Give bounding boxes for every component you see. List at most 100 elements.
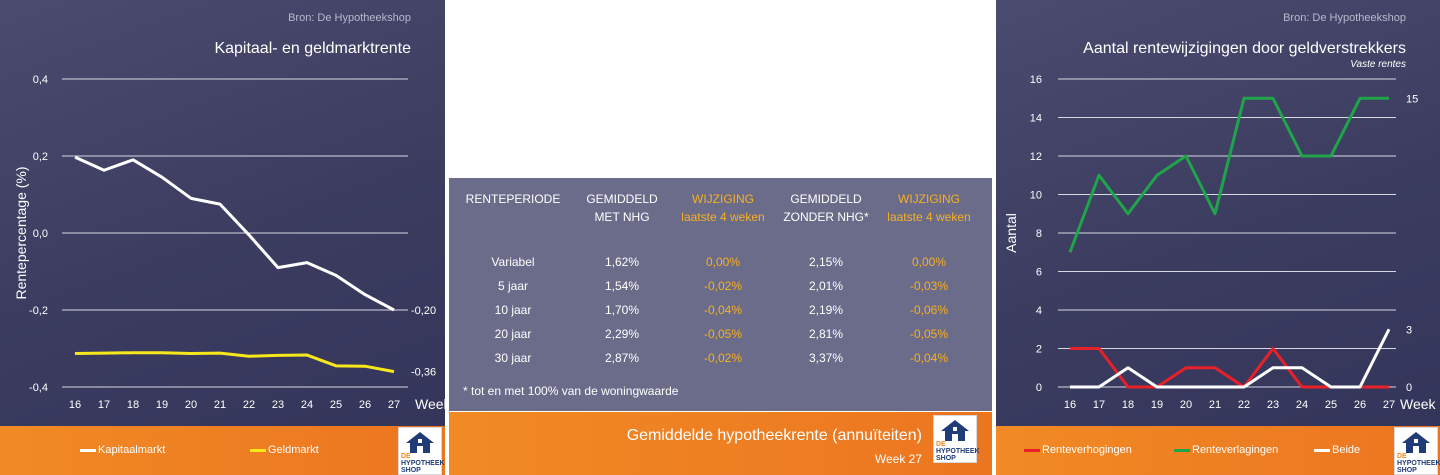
series-line-kapitaalmarkt [74,155,395,312]
table-cell: 10 jaar [494,303,532,317]
logo-text: DE HYPOTHEEK SHOP [1397,453,1440,474]
table-cell: 30 jaar [494,351,532,365]
right-chart-panel: Bron: De Hypotheekshop Aantal rentewijzi… [996,0,1440,475]
x-tick-label: 25 [1325,399,1337,411]
hypotheekshop-logo: DE HYPOTHEEK SHOP [1394,427,1440,475]
y-tick-label: 4 [1036,305,1042,317]
table-cell: 20 jaar [494,327,532,341]
x-tick-label: 18 [1122,399,1134,411]
x-tick-label: 17 [98,399,110,411]
house-icon [941,420,969,441]
table-cell: 2,15% [808,255,844,269]
x-tick-label: 26 [1354,399,1366,411]
y-tick-label: -0,2 [29,305,48,317]
y-tick-label: 12 [1030,151,1042,163]
y2-tick-label: 0 [1406,382,1412,394]
table-cell: 2,29% [604,327,640,341]
legend-label-kapitaalmarkt: Kapitaalmarkt [98,444,166,456]
y-tick-label: -0,4 [29,382,48,394]
legend-label-beide: Beide [1332,444,1361,456]
table-footer-week: Week 27 [874,452,922,466]
x-tick-label: 18 [127,399,139,411]
logo-text: DE HYPOTHEEK SHOP [401,453,445,474]
table-cell: 2,19% [808,303,844,317]
x-tick-label: 22 [243,399,255,411]
table-cell: Variabel [491,255,535,269]
series-line-beide [1070,328,1391,389]
legend-swatch-renteverlagingen [1174,448,1190,452]
y-tick-label: 14 [1030,113,1042,125]
left-chart-title: Kapitaal- en geldmarktrente [214,40,411,57]
y2-tick-label: 3 [1406,324,1412,336]
x-tick-label: 23 [272,399,284,411]
y2-tick-label: 15 [1406,93,1418,105]
x-tick-label: 23 [1267,399,1279,411]
header-gemiddeld-zonder-nhg: GEMIDDELD ZONDER NHG* [783,192,869,224]
table-cell: 2,01% [808,279,844,293]
left-chart-source: Bron: De Hypotheekshop [288,12,411,24]
house-icon [1402,432,1430,453]
end-value-label: -0,36 [411,367,436,379]
legend-label-renteverlagingen: Renteverlagingen [1192,444,1279,456]
legend-swatch-geldmarkt [250,448,266,452]
house-icon [406,432,434,453]
legend-label-geldmarkt: Geldmarkt [268,444,319,456]
y-axis-label: Rentepercentage (%) [13,166,29,299]
hypotheekshop-logo: DE HYPOTHEEK SHOP [398,427,445,475]
right-legend-bar [996,426,1440,475]
left-chart-background [0,0,445,426]
logo-text: DE HYPOTHEEK SHOP [936,441,980,462]
y-tick-label: 8 [1036,228,1042,240]
right-chart-title: Aantal rentewijzigingen door geldverstre… [1083,40,1406,57]
header-wijziging-met-nhg: WIJZIGING laatste 4 weken [681,192,765,224]
legend-swatch-beide [1314,448,1330,452]
legend-item-renteverlagingen: Renteverlagingen [1174,444,1278,456]
x-tick-label: 20 [1180,399,1192,411]
table-cell: -0,05% [909,327,949,341]
table-footnote: * tot en met 100% van de woningwaarde [463,384,679,398]
header-wijziging-zonder-nhg: WIJZIGING laatste 4 weken [887,192,971,224]
table-cell: 0,00% [911,255,947,269]
legend-swatch-kapitaalmarkt [80,448,96,452]
legend-item-beide: Beide [1314,444,1360,456]
left-chart-panel: Bron: De Hypotheekshop Kapitaal- en geld… [0,0,445,475]
y-tick-label: 6 [1036,267,1042,279]
left-line-chart: 0,4 0,2 0,0 -0,2 -0,4 16 17 18 19 20 21 22 23 24 25 26 2… [13,74,445,412]
table-cell: 5 jaar [497,279,529,293]
x-tick-label: 24 [301,399,313,411]
table-cell: 1,70% [604,303,640,317]
right-chart-subtitle: Vaste rentes [1350,59,1406,70]
legend-item-renteverhogingen: Renteverhogingen [1024,444,1132,456]
x-tick-label: 24 [1296,399,1308,411]
rate-table: RENTEPERIODE GEMIDDELD MET NHG WIJZIGING… [449,178,992,411]
series-line-renteverlagingen [1068,96,1389,253]
x-axis-label: Week [1400,396,1437,412]
x-tick-label: 19 [1151,399,1163,411]
legend-item-geldmarkt: Geldmarkt [250,444,319,456]
x-tick-label: 21 [1209,399,1221,411]
table-cell: -0,04% [909,351,949,365]
table-cell: 3,37% [808,351,844,365]
table-cell: 0,00% [705,255,741,269]
table-cell: 2,87% [604,351,640,365]
table-cell: -0,05% [703,327,743,341]
header-gemiddeld-met-nhg: GEMIDDELD MET NHG [586,192,658,224]
legend-item-kapitaalmarkt: Kapitaalmarkt [80,444,165,456]
x-tick-label: 22 [1238,399,1250,411]
rate-table-panel: RENTEPERIODE GEMIDDELD MET NHG WIJZIGING… [449,0,992,475]
y-tick-label: 0,2 [33,151,48,163]
table-cell: 1,62% [604,255,640,269]
y-axis-label: Aantal [1003,213,1019,253]
left-legend-bar [0,426,445,475]
table-cell: -0,06% [909,303,949,317]
table-footer: Gemiddelde hypotheekrente (annuïteiten) … [449,412,992,475]
x-tick-label: 20 [185,399,197,411]
y-tick-label: 0,0 [33,228,48,240]
x-tick-label: 16 [69,399,81,411]
x-tick-label: 27 [1383,399,1395,411]
legend-swatch-renteverhogingen [1024,448,1040,452]
legend-label-renteverhogingen: Renteverhogingen [1042,444,1132,456]
table-cell: 1,54% [604,279,640,293]
table-cell: -0,02% [703,351,743,365]
